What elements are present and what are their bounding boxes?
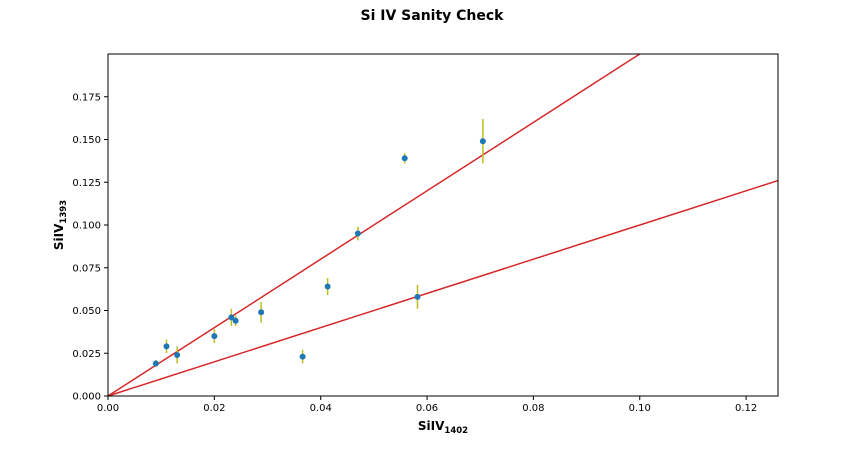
fit-lines bbox=[107, 53, 779, 397]
fit-line-1 bbox=[107, 53, 641, 397]
x-tick-label-2: 0.02 bbox=[203, 403, 225, 414]
y-axis-label-subscript: 1393 bbox=[59, 200, 69, 224]
x-axis-label-subscript: 1402 bbox=[444, 426, 468, 436]
data-point-5 bbox=[228, 314, 235, 321]
error-bars bbox=[155, 118, 484, 367]
y-tick-label-5: 0.100 bbox=[72, 221, 101, 232]
y-tick-label-7: 0.150 bbox=[72, 135, 101, 146]
data-point-13 bbox=[479, 138, 486, 145]
x-tick-label-4: 0.06 bbox=[416, 403, 438, 414]
data-point-12 bbox=[414, 293, 421, 300]
y-tick-label-1: 0.000 bbox=[72, 392, 101, 403]
y-axis-label: SiIV1393 bbox=[52, 200, 69, 250]
data-point-8 bbox=[299, 353, 306, 360]
x-tick-label-3: 0.04 bbox=[310, 403, 332, 414]
data-point-9 bbox=[324, 283, 331, 290]
x-tick-label-5: 0.08 bbox=[522, 403, 544, 414]
data-point-4 bbox=[211, 333, 218, 340]
y-tick-label-4: 0.075 bbox=[72, 263, 101, 274]
x-axis-label: SiIV1402 bbox=[418, 419, 468, 436]
fit-line-2 bbox=[107, 179, 779, 397]
x-tick-label-6: 0.10 bbox=[629, 403, 651, 414]
y-axis-label-main: SiIV bbox=[52, 223, 66, 250]
data-point-1 bbox=[152, 360, 159, 367]
x-axis-label-main: SiIV bbox=[418, 419, 445, 433]
data-points bbox=[152, 138, 486, 367]
y-tick-label-8: 0.175 bbox=[72, 92, 101, 103]
x-tick-label-7: 0.12 bbox=[735, 403, 757, 414]
y-tick-label-6: 0.125 bbox=[72, 178, 101, 189]
y-axis-ticks: 0.000 0.025 0.050 0.075 0.100 0.125 0.150 0.175 bbox=[72, 92, 108, 403]
x-tick-label-1: 0.00 bbox=[97, 403, 119, 414]
data-point-3 bbox=[174, 351, 181, 358]
x-axis-ticks: 0.00 0.02 0.04 0.06 0.08 0.10 0.12 bbox=[97, 396, 757, 414]
y-tick-label-2: 0.025 bbox=[72, 349, 101, 360]
data-point-11 bbox=[401, 155, 408, 162]
data-point-10 bbox=[354, 230, 361, 237]
data-point-2 bbox=[163, 343, 170, 350]
chart-title: Si IV Sanity Check bbox=[360, 8, 504, 24]
y-tick-label-3: 0.050 bbox=[72, 306, 101, 317]
plot-frame bbox=[107, 53, 779, 397]
data-point-6 bbox=[232, 317, 239, 324]
data-point-7 bbox=[258, 309, 265, 316]
